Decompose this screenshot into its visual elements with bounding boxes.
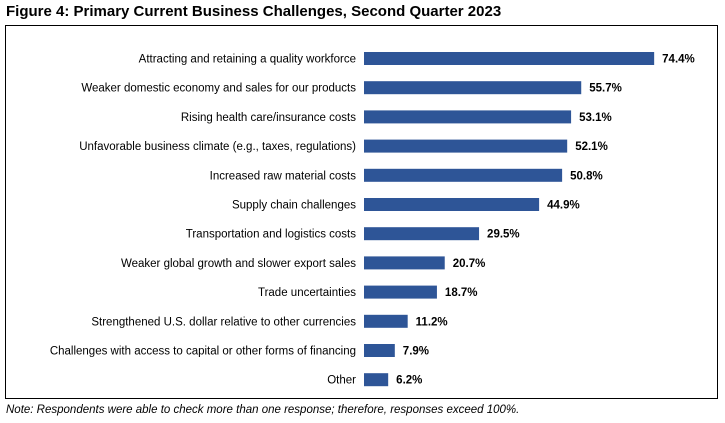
value-label: 29.5% — [487, 229, 520, 241]
bar — [364, 373, 389, 387]
category-label: Challenges with access to capital or oth… — [50, 346, 356, 358]
bar-row: Challenges with access to capital or oth… — [50, 344, 429, 358]
bar-chart: Attracting and retaining a quality workf… — [50, 52, 695, 387]
value-label: 52.1% — [575, 141, 608, 153]
figure-note: Note: Respondents were able to check mor… — [6, 404, 520, 416]
category-label: Weaker domestic economy and sales for ou… — [81, 83, 356, 95]
bar-row: Increased raw material costs 50.8% — [210, 168, 603, 182]
category-label: Increased raw material costs — [210, 170, 357, 182]
bar — [364, 314, 408, 328]
category-label: Transportation and logistics costs — [186, 229, 356, 241]
bar-row: Attracting and retaining a quality workf… — [139, 52, 695, 66]
category-label: Trade uncertainties — [258, 287, 356, 299]
bar-row: Weaker global growth and slower export s… — [121, 256, 485, 270]
bar — [364, 139, 568, 153]
category-label: Rising health care/insurance costs — [181, 112, 356, 124]
bar-row: Trade uncertainties 18.7% — [258, 285, 478, 299]
value-label: 55.7% — [589, 83, 622, 95]
category-label: Strengthened U.S. dollar relative to oth… — [91, 316, 356, 328]
bar-row: Supply chain challenges 44.9% — [232, 198, 580, 212]
bar — [364, 168, 563, 182]
category-label: Supply chain challenges — [232, 200, 356, 212]
figure-title: Figure 4: Primary Current Business Chall… — [6, 3, 502, 20]
value-label: 11.2% — [416, 316, 448, 328]
bar — [364, 110, 572, 124]
value-label: 7.9% — [403, 346, 429, 358]
value-label: 20.7% — [453, 258, 486, 270]
value-label: 18.7% — [445, 287, 478, 299]
category-label: Attracting and retaining a quality workf… — [139, 54, 356, 66]
category-label: Other — [327, 375, 356, 387]
bar — [364, 344, 395, 357]
value-label: 74.4% — [662, 54, 695, 66]
bar — [364, 81, 582, 95]
chart-frame: Attracting and retaining a quality workf… — [5, 25, 718, 399]
bar — [364, 227, 480, 241]
value-label: 6.2% — [396, 375, 422, 387]
bar-row: Weaker domestic economy and sales for ou… — [81, 81, 622, 95]
bar-row: Rising health care/insurance costs 53.1% — [181, 110, 612, 124]
bar-row: Transportation and logistics costs 29.5% — [186, 227, 520, 241]
bar-row: Unfavorable business climate (e.g., taxe… — [79, 139, 608, 153]
bar — [364, 285, 437, 299]
value-label: 53.1% — [579, 112, 612, 124]
bar — [364, 198, 540, 211]
value-label: 44.9% — [547, 200, 580, 212]
category-label: Unfavorable business climate (e.g., taxe… — [79, 141, 356, 153]
bar-row: Other 6.2% — [327, 373, 422, 387]
bar-row: Strengthened U.S. dollar relative to oth… — [91, 314, 448, 328]
bar — [364, 52, 655, 65]
category-label: Weaker global growth and slower export s… — [121, 258, 356, 270]
bar — [364, 256, 445, 270]
value-label: 50.8% — [570, 170, 603, 182]
